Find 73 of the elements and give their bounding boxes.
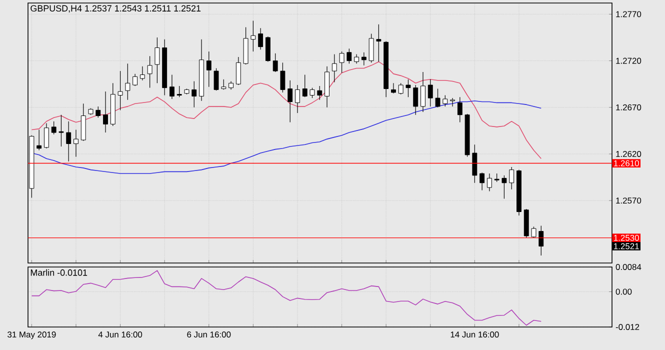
y-tick-label: 1.2720 — [616, 58, 642, 64]
candlestick — [435, 88, 440, 108]
line-series — [31, 270, 542, 326]
candlestick — [428, 79, 433, 107]
candlestick — [236, 56, 241, 86]
y-tick-label: -0.012 — [616, 324, 640, 330]
ref-line-label: 1.2610 — [614, 160, 639, 166]
y-tick-label: 1.2620 — [616, 150, 642, 157]
candlestick — [339, 51, 344, 74]
candlestick — [480, 172, 485, 191]
candlestick — [170, 74, 174, 100]
candlestick — [58, 114, 64, 147]
candlestick — [206, 51, 212, 88]
candlestick — [457, 96, 462, 123]
candlestick — [368, 33, 374, 63]
text: 1.2521 — [614, 243, 639, 250]
candlestick — [51, 121, 56, 135]
candlestick — [125, 63, 130, 100]
candlestick — [310, 88, 315, 98]
x-tick-label: 31 May 2019 — [8, 332, 56, 340]
y-tick-label: 1.2770 — [616, 11, 642, 18]
y-tick-label: 1.2670 — [616, 104, 642, 110]
y-tick-label: 0.00 — [616, 288, 632, 295]
candlestick — [361, 52, 366, 66]
candlestick — [406, 79, 411, 98]
candlestick — [450, 98, 455, 107]
y-tick-label: 1.2570 — [616, 198, 642, 204]
candlestick — [74, 129, 78, 158]
candlestick — [221, 79, 226, 90]
y-tick-label: 0.0084 — [616, 264, 642, 270]
candlestick — [332, 54, 337, 83]
candlestick — [36, 129, 42, 151]
candlestick — [346, 48, 352, 64]
candlestick — [376, 24, 382, 62]
candlestick — [66, 121, 72, 162]
candlestick — [302, 74, 308, 98]
candlestick — [391, 82, 396, 94]
candlestick — [147, 56, 152, 88]
candlestick — [140, 66, 145, 81]
candlestick — [509, 166, 514, 190]
chart-title: Marlin -0.0101 — [30, 269, 88, 276]
candlestick — [354, 54, 360, 64]
candlestick — [295, 84, 300, 114]
candlestick — [317, 86, 322, 100]
candlestick — [132, 74, 138, 86]
ref-line-label: 1.2530 — [614, 234, 639, 241]
candlestick — [154, 37, 160, 84]
candlestick — [96, 106, 101, 118]
candlestick — [272, 53, 278, 72]
candlestick — [538, 225, 544, 256]
candlestick — [176, 86, 182, 98]
candlestick — [214, 68, 219, 91]
x-tick-label: 14 Jun 16:00 — [450, 332, 499, 338]
candlestick — [44, 122, 49, 149]
candlestick — [192, 80, 197, 108]
candlestick — [420, 72, 426, 112]
candlestick — [502, 175, 507, 199]
candlestick — [250, 20, 256, 52]
candlestick — [280, 62, 286, 93]
candlestick — [531, 226, 536, 238]
candlestick — [103, 91, 108, 133]
candlestick — [413, 84, 418, 116]
x-tick-label: 4 Jun 16:00 — [98, 332, 142, 338]
x-tick-label: 6 Jun 16:00 — [187, 332, 231, 338]
candlestick — [398, 82, 404, 95]
candlestick — [118, 70, 123, 110]
candlestick — [288, 80, 293, 123]
candlestick — [486, 173, 492, 192]
candlestick — [442, 94, 448, 107]
chart-title: GBPUSD,H4 1.2537 1.2543 1.2511 1.2521 — [30, 5, 201, 13]
candlestick — [265, 36, 270, 62]
candlestick — [258, 28, 264, 50]
candlestick — [472, 144, 478, 184]
